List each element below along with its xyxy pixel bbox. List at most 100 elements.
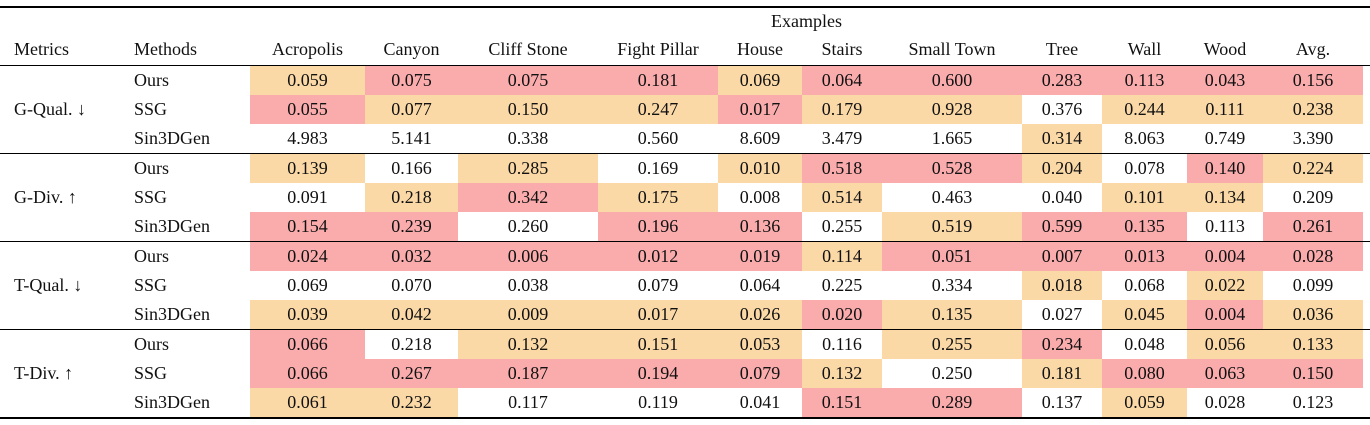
table-header: Examples Metrics Methods Acropolis Canyo… xyxy=(0,7,1370,66)
value-cell: 0.078 xyxy=(1102,153,1187,183)
value-cell: 0.041 xyxy=(739,392,781,412)
value-cell: 0.022 xyxy=(1187,271,1263,300)
value-cell: 0.017 xyxy=(718,95,802,124)
method-label: SSG xyxy=(134,99,168,119)
table-row: G-Div. ↑ Ours 0.139 0.166 0.285 0.169 0.010 0.5… xyxy=(0,153,1370,242)
value-cell: 0.069 xyxy=(287,275,328,295)
value-cell: 0.267 xyxy=(365,359,458,388)
col-header-fight-pillar: Fight Pillar xyxy=(598,34,718,66)
value-cell: 1.665 xyxy=(931,128,973,148)
value-cell: 0.338 xyxy=(507,128,549,148)
value-cell: 0.139 xyxy=(250,153,365,183)
value-cell: 0.038 xyxy=(507,275,549,295)
row-filler xyxy=(1363,300,1370,330)
value-cell: 0.238 xyxy=(1263,95,1363,124)
col-header-methods: Methods xyxy=(130,34,250,66)
value-cell: 0.283 xyxy=(1022,65,1102,95)
value-cell: 0.069 xyxy=(718,65,802,95)
method-label: Sin3DGen xyxy=(134,128,210,148)
metric-label: T-Div. ↑ xyxy=(0,329,130,418)
value-cell: 0.048 xyxy=(1102,329,1187,359)
value-cell: 0.135 xyxy=(1102,212,1187,242)
table-row: SSG 0.066 0.267 0.187 0.194 0.079 0.132 0.250 0.… xyxy=(0,359,1370,388)
value-cell: 0.285 xyxy=(458,153,598,183)
value-cell: 0.528 xyxy=(882,153,1022,183)
method-label: Sin3DGen xyxy=(134,216,210,236)
method-label: Sin3DGen xyxy=(134,392,210,412)
value-cell: 0.250 xyxy=(931,363,973,383)
value-cell: 0.133 xyxy=(1263,329,1363,359)
table-row: T-Div. ↑ Ours 0.066 0.218 0.132 0.151 0.053 0.1… xyxy=(0,329,1370,418)
value-cell: 0.055 xyxy=(250,95,365,124)
value-cell: 0.079 xyxy=(637,275,679,295)
method-label: SSG xyxy=(134,275,168,295)
value-cell: 0.019 xyxy=(718,241,802,271)
col-header-tree: Tree xyxy=(1022,34,1102,66)
value-cell: 0.045 xyxy=(1102,300,1187,330)
value-cell: 0.028 xyxy=(1263,241,1363,271)
row-filler xyxy=(1363,388,1370,418)
value-cell: 0.004 xyxy=(1187,241,1263,271)
header-blank-cell xyxy=(0,7,250,34)
value-cell: 0.066 xyxy=(250,359,365,388)
method-label: Ours xyxy=(130,153,250,183)
value-cell: 0.036 xyxy=(1263,300,1363,330)
method-label: Ours xyxy=(130,241,250,271)
value-cell: 0.079 xyxy=(718,359,802,388)
value-cell: 0.239 xyxy=(365,212,458,242)
col-header-acropolis: Acropolis xyxy=(250,34,365,66)
value-cell: 0.027 xyxy=(1041,304,1083,324)
value-cell: 0.376 xyxy=(1041,99,1083,119)
value-cell: 0.113 xyxy=(1102,65,1187,95)
col-header-avg: Avg. xyxy=(1263,34,1363,66)
value-cell: 0.600 xyxy=(882,65,1022,95)
method-label: Sin3DGen xyxy=(134,304,210,324)
value-cell: 0.560 xyxy=(637,128,679,148)
value-cell: 0.017 xyxy=(598,300,718,330)
value-cell: 0.151 xyxy=(598,329,718,359)
value-cell: 0.134 xyxy=(1187,183,1263,212)
value-cell: 8.063 xyxy=(1124,128,1165,148)
value-cell: 0.032 xyxy=(365,241,458,271)
value-cell: 0.234 xyxy=(1022,329,1102,359)
metric-group: G-Qual. ↓ Ours 0.059 0.075 0.075 0.181 0.069 0.… xyxy=(0,65,1370,154)
header-filler xyxy=(1363,7,1370,34)
table-row: G-Qual. ↓ Ours 0.059 0.075 0.075 0.181 0.069 0.… xyxy=(0,65,1370,154)
value-cell: 0.334 xyxy=(931,275,973,295)
row-filler xyxy=(1363,124,1370,154)
col-header-wood: Wood xyxy=(1187,34,1263,66)
value-cell: 0.006 xyxy=(458,241,598,271)
value-cell: 0.204 xyxy=(1022,153,1102,183)
row-filler xyxy=(1363,271,1370,300)
value-cell: 0.260 xyxy=(507,216,549,236)
value-cell: 0.026 xyxy=(718,300,802,330)
row-filler xyxy=(1363,329,1370,359)
value-cell: 0.091 xyxy=(287,187,328,207)
value-cell: 0.244 xyxy=(1102,95,1187,124)
value-cell: 0.463 xyxy=(931,187,973,207)
value-cell: 0.136 xyxy=(718,212,802,242)
value-cell: 0.117 xyxy=(508,392,548,412)
value-cell: 0.196 xyxy=(598,212,718,242)
value-cell: 0.150 xyxy=(458,95,598,124)
value-cell: 0.154 xyxy=(250,212,365,242)
table-row: SSG 0.055 0.077 0.150 0.247 0.017 0.179 0.928 0.… xyxy=(0,95,1370,124)
value-cell: 0.075 xyxy=(458,65,598,95)
value-cell: 0.053 xyxy=(718,329,802,359)
value-cell: 0.008 xyxy=(739,187,781,207)
value-cell: 0.150 xyxy=(1263,359,1363,388)
value-cell: 0.151 xyxy=(802,388,882,418)
value-cell: 0.137 xyxy=(1041,392,1083,412)
row-filler xyxy=(1363,212,1370,242)
value-cell: 0.156 xyxy=(1263,65,1363,95)
value-cell: 0.119 xyxy=(638,392,678,412)
value-cell: 3.390 xyxy=(1292,128,1334,148)
table-row: SSG 0.069 0.070 0.038 0.079 0.064 0.225 0.334 0.… xyxy=(0,271,1370,300)
value-cell: 0.232 xyxy=(365,388,458,418)
value-cell: 0.289 xyxy=(882,388,1022,418)
value-cell: 4.983 xyxy=(287,128,328,148)
value-cell: 0.135 xyxy=(882,300,1022,330)
method-label: SSG xyxy=(134,363,168,383)
value-cell: 0.514 xyxy=(802,183,882,212)
